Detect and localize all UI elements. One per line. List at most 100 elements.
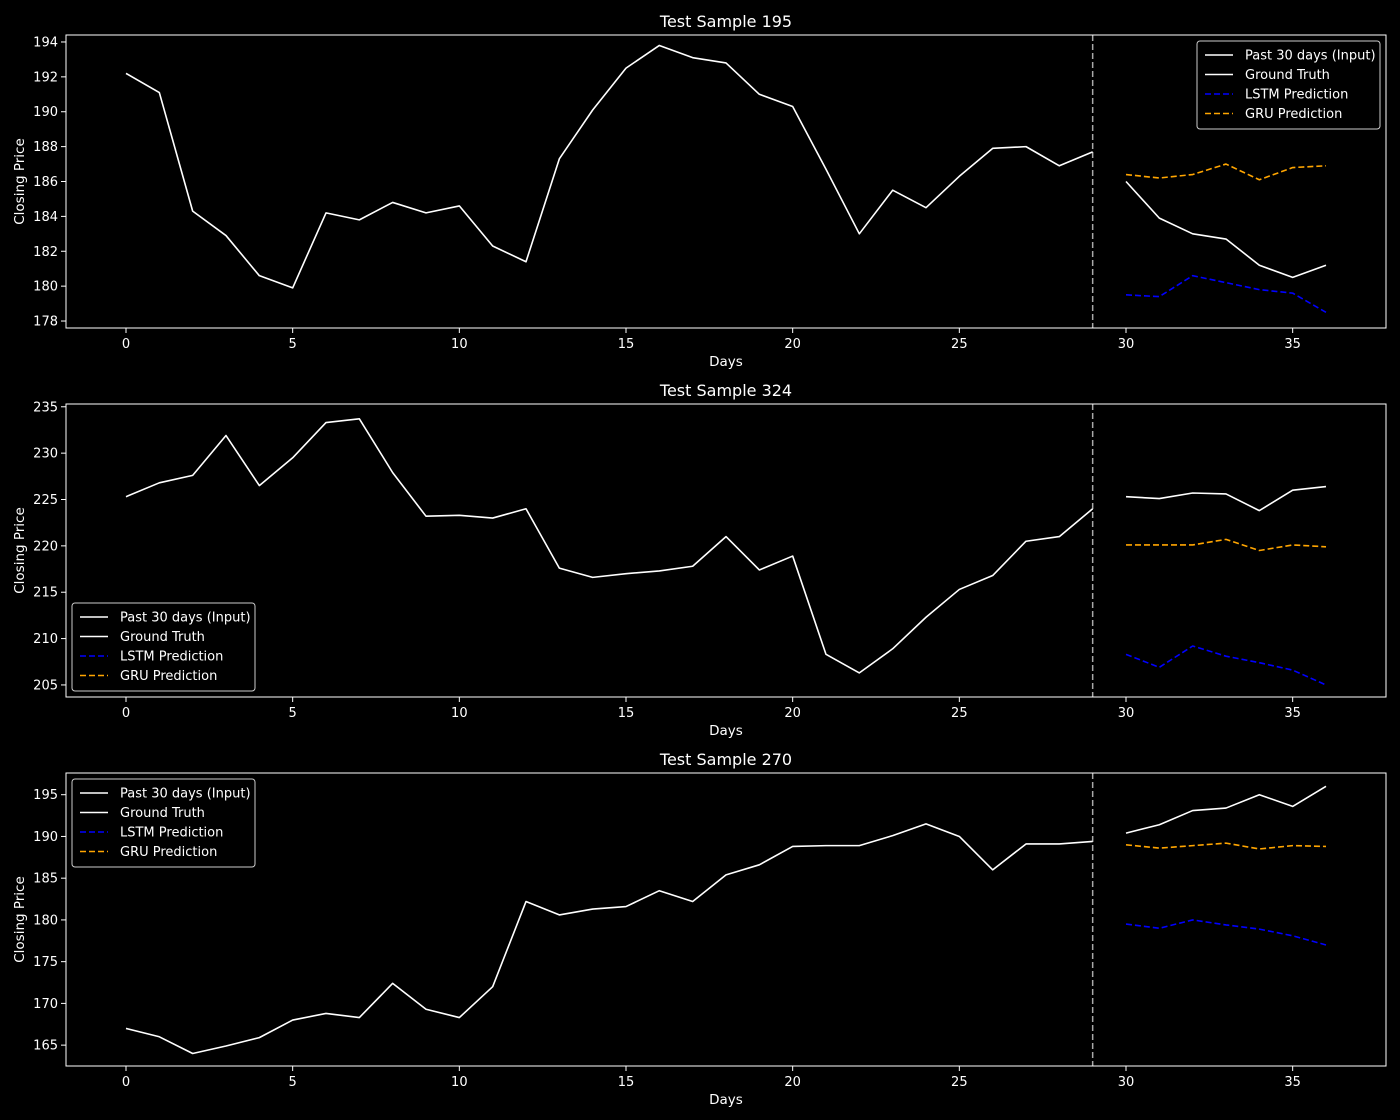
x-tick-label: 30: [1118, 706, 1135, 721]
x-tick-label: 10: [451, 706, 468, 721]
y-tick-label: 180: [33, 280, 58, 295]
y-tick-label: 190: [33, 830, 58, 845]
x-tick-label: 20: [784, 337, 801, 352]
series-line-lstm-prediction: [1125, 274, 1327, 313]
x-tick-label: 5: [289, 337, 297, 352]
x-axis-label: Days: [709, 354, 743, 370]
x-tick-label: 15: [618, 1075, 635, 1090]
y-tick-label: 190: [33, 105, 58, 120]
series-line-lstm-prediction: [1125, 645, 1327, 686]
y-tick-label: 180: [33, 913, 58, 928]
legend-box: [71, 778, 256, 868]
y-tick-label: 184: [33, 210, 58, 225]
legend-box: [1196, 40, 1381, 130]
x-tick-label: 15: [618, 337, 635, 352]
legend-entry: GRU Prediction: [120, 669, 217, 684]
x-axis: 0 5 10 15 20 25 30 35: [122, 697, 1301, 721]
plot-area: [66, 35, 1386, 328]
y-tick-label: 192: [33, 70, 58, 85]
x-axis: 0 5 10 15 20 25 30 35: [122, 1066, 1301, 1090]
y-tick-label: 230: [33, 447, 58, 462]
legend-entry: LSTM Prediction: [120, 826, 223, 841]
y-axis-label: Closing Price: [12, 507, 28, 594]
legend-entry: Past 30 days (Input): [120, 611, 251, 626]
y-tick-label: 210: [33, 632, 58, 647]
x-tick-label: 30: [1118, 1075, 1135, 1090]
y-axis-label: Closing Price: [12, 876, 28, 963]
x-tick-label: 30: [1118, 337, 1135, 352]
axes-frame: [65, 403, 1387, 698]
series-line-gru-prediction: [1125, 163, 1327, 181]
y-tick-label: 215: [33, 586, 58, 601]
chart-title: Test Sample 195: [659, 12, 792, 31]
x-axis-label: Days: [709, 723, 743, 739]
x-axis-label: Days: [709, 1092, 743, 1108]
legend: Past 30 days (Input) Ground Truth LSTM Pre…: [1196, 40, 1381, 130]
x-tick-label: 10: [451, 337, 468, 352]
x-tick-label: 25: [951, 1075, 968, 1090]
x-tick-label: 5: [289, 706, 297, 721]
y-tick-label: 185: [33, 872, 58, 887]
series-line-past-30-days-input: [125, 418, 1094, 674]
y-tick-label: 195: [33, 788, 58, 803]
legend: Past 30 days (Input) Ground Truth LSTM Pre…: [71, 602, 256, 692]
series-group: [125, 785, 1327, 1055]
x-tick-label: 25: [951, 706, 968, 721]
y-axis: 205 210 215 220 225 230 235: [33, 400, 66, 693]
legend-entry: GRU Prediction: [120, 845, 217, 860]
legend-entry: LSTM Prediction: [1245, 88, 1348, 103]
x-tick-label: 20: [784, 1075, 801, 1090]
axes-frame: [65, 772, 1387, 1067]
series-line-past-30-days-input: [125, 44, 1093, 289]
y-tick-label: 225: [33, 493, 58, 508]
legend-entry: Ground Truth: [120, 630, 205, 645]
y-tick-label: 220: [33, 539, 58, 554]
axes-frame: [65, 34, 1387, 329]
plot-area: [66, 404, 1386, 697]
legend-entry: LSTM Prediction: [120, 650, 223, 665]
series-line-lstm-prediction: [1125, 919, 1327, 946]
x-tick-label: 15: [618, 706, 635, 721]
plot-area: [66, 773, 1386, 1066]
y-axis: 165 170 175 180 185 190 195: [33, 788, 66, 1054]
y-tick-label: 175: [33, 955, 58, 970]
legend: Past 30 days (Input) Ground Truth LSTM Pre…: [71, 778, 256, 868]
chart-panel-2: Test Sample 324 0 5 10 15 20 25 30 35 Days 20 5 210 2…: [12, 381, 1387, 739]
legend-entry: Past 30 days (Input): [120, 787, 251, 802]
x-tick-label: 35: [1284, 706, 1301, 721]
y-tick-label: 235: [33, 400, 58, 415]
y-tick-label: 194: [33, 35, 58, 50]
x-tick-label: 35: [1284, 1075, 1301, 1090]
chart-title: Test Sample 270: [659, 750, 792, 769]
y-tick-label: 188: [33, 140, 58, 155]
x-tick-label: 5: [289, 1075, 297, 1090]
y-tick-label: 182: [33, 245, 58, 260]
x-tick-label: 10: [451, 1075, 468, 1090]
legend-entry: Ground Truth: [1245, 68, 1330, 83]
series-group: [125, 418, 1327, 686]
series-line-ground-truth: [1125, 785, 1327, 834]
x-tick-label: 35: [1284, 337, 1301, 352]
series-line-ground-truth: [1125, 485, 1327, 512]
y-tick-label: 170: [33, 997, 58, 1012]
legend-entry: Ground Truth: [120, 806, 205, 821]
y-axis: 178 180 182 184 186 188 190 192 194: [33, 35, 66, 330]
series-line-past-30-days-input: [125, 823, 1093, 1055]
series-line-ground-truth: [1125, 180, 1327, 279]
x-tick-label: 0: [122, 706, 130, 721]
x-tick-label: 20: [784, 706, 801, 721]
y-tick-label: 178: [33, 315, 58, 330]
x-axis: 0 5 10 15 20 25 30 35: [122, 328, 1301, 352]
y-axis-label: Closing Price: [12, 138, 28, 225]
chart-title: Test Sample 324: [659, 381, 792, 400]
x-tick-label: 0: [122, 1075, 130, 1090]
series-line-gru-prediction: [1126, 538, 1327, 552]
y-tick-label: 165: [33, 1039, 58, 1054]
x-tick-label: 25: [951, 337, 968, 352]
legend-entry: Past 30 days (Input): [1245, 49, 1376, 64]
series-line-gru-prediction: [1125, 842, 1327, 850]
legend-box: [71, 602, 256, 692]
